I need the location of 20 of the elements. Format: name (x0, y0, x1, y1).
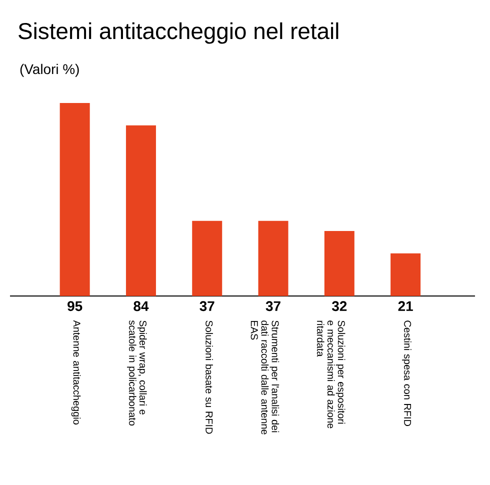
chart-title: Sistemi antitaccheggio nel retail (18, 22, 338, 44)
x-tick-label: Spider wrap, collari e scatole in policarbonato (127, 320, 147, 426)
bar (258, 220, 288, 296)
data-label: 95 (68, 301, 82, 312)
x-tick-label: Soluzioni basate su RFID (206, 320, 213, 434)
data-label: 37 (200, 301, 214, 312)
data-label: 37 (266, 301, 280, 312)
x-tick-label: Cestini spesa con RFID (402, 320, 412, 426)
x-tick-label: Soluzioni per espositori e meccanismi ad azione ritardata (316, 320, 346, 428)
bar (60, 102, 90, 296)
bar (324, 230, 354, 296)
data-label: 84 (134, 301, 149, 312)
chart-subtitle: (Valori %) (20, 64, 79, 77)
x-tick-label: Strumenti per l'analisi dei dati raccolti dalle antenne EAS (250, 320, 280, 434)
bar (192, 220, 222, 296)
bar (390, 253, 421, 296)
data-label: 32 (332, 301, 347, 312)
x-tick-label: Antenne antitaccheggio (71, 320, 81, 424)
data-label: 21 (398, 301, 413, 311)
bar (126, 125, 156, 296)
